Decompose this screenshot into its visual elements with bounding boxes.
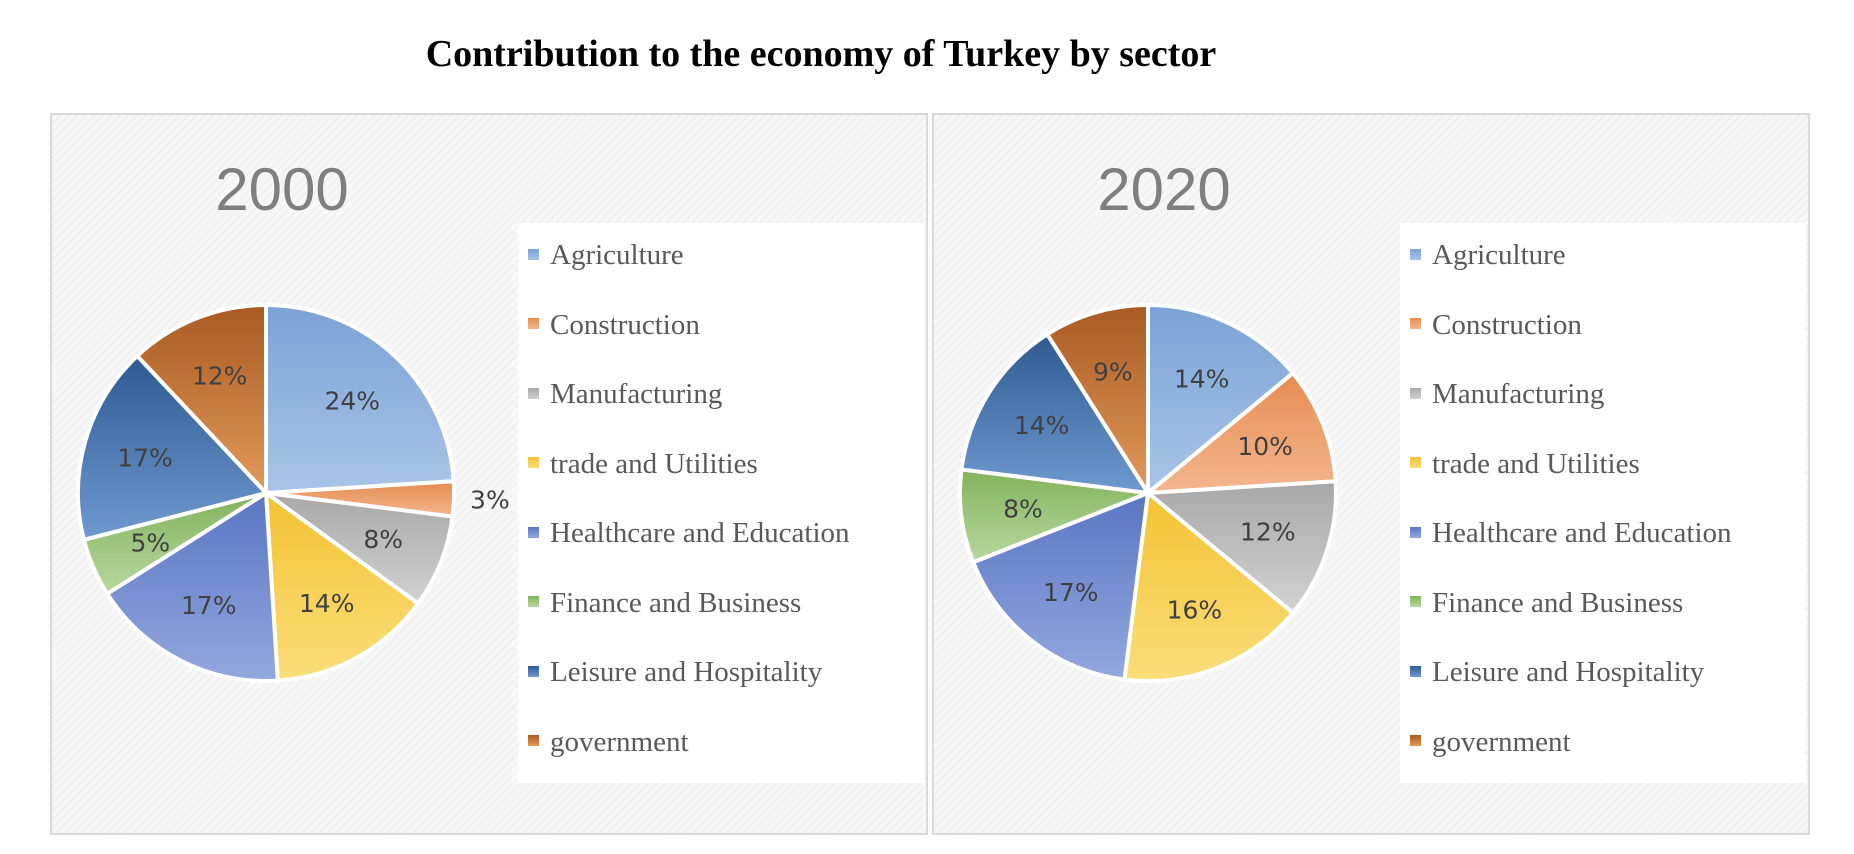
pie-slice-manufacturing [1146,479,1338,615]
legend-label: Finance and Business [550,586,802,619]
legend-swatch [1410,387,1421,399]
legend-item-leisure-and-hospitality: Leisure and Hospitality [518,652,822,692]
page-title: Contribution to the economy of Turkey by… [425,33,1217,75]
data-label-government: 12% [192,361,248,390]
pie-slice-trade-and-utilities [1122,491,1295,683]
data-label-trade-and-utilities: 16% [1167,596,1223,625]
data-label-agriculture: 14% [1174,364,1230,393]
legend-swatch [1410,457,1421,469]
legend-item-finance-and-business: Finance and Business [1400,583,1683,623]
legend-swatch [1410,596,1421,608]
legend-label: Leisure and Hospitality [1432,656,1705,688]
legend-label: Agriculture [1432,239,1566,271]
legend-item-manufacturing: Manufacturing [518,374,722,414]
legend-item-leisure-and-hospitality: Leisure and Hospitality [1400,652,1704,692]
legend-item-agriculture: Agriculture [518,235,684,275]
legend-swatch [528,318,539,330]
data-label-trade-and-utilities: 14% [299,589,355,618]
legend-label: government [1432,725,1571,758]
data-label-finance-and-business: 8% [1003,494,1043,523]
legend-label: trade and Utilities [550,447,758,480]
legend-label: Manufacturing [1432,378,1605,410]
pie-slice-healthcare-and-education [105,491,280,683]
data-label-leisure-and-hospitality: 17% [117,443,173,472]
data-label-leisure-and-hospitality: 14% [1014,411,1070,440]
pie-slice-agriculture [1146,303,1295,495]
legend-label: Healthcare and Education [1432,517,1732,549]
legend-label: Manufacturing [550,378,723,410]
data-label-finance-and-business: 5% [131,529,171,558]
legend-swatch [528,735,539,747]
chart-legend: Agriculture Construction Manufacturing trad… [1400,223,1806,783]
data-label-healthcare-and-education: 17% [181,591,237,620]
legend-swatch [528,526,539,538]
chart-2020: 14% 10% 12% 16% 17% 8% 14% 9% 2020 Agriculture C… [932,113,1810,835]
legend-item-agriculture: Agriculture [1400,235,1566,275]
legend-swatch [1410,248,1421,260]
chart-title: 2000 [215,156,349,223]
pie-slice-agriculture [264,303,456,495]
data-label-construction: 10% [1237,432,1293,461]
legend-item-government: government [518,722,689,762]
legend-item-trade-and-utilities: trade and Utilities [1400,444,1640,484]
legend-item-trade-and-utilities: trade and Utilities [518,444,758,484]
legend-swatch [1410,526,1421,538]
data-label-agriculture: 24% [324,387,380,416]
legend-label: trade and Utilities [1432,447,1640,480]
pie-slice-leisure-and-hospitality [76,353,268,542]
legend-swatch [528,665,539,677]
data-label-construction: 3% [470,486,510,515]
pie-chart-2000: 24% 3% 8% 14% 17% 5% 17% 12% [76,303,510,683]
data-label-manufacturing: 8% [363,525,403,554]
legend-item-manufacturing: Manufacturing [1400,374,1604,414]
pie-slice-trade-and-utilities [264,491,421,683]
pie-slice-healthcare-and-education [971,491,1150,682]
legend-label: Construction [550,308,700,341]
data-label-healthcare-and-education: 17% [1043,578,1099,607]
data-label-manufacturing: 12% [1240,517,1296,546]
legend-item-government: government [1400,722,1571,762]
data-label-government: 9% [1093,358,1133,387]
legend-label: Leisure and Hospitality [550,656,823,688]
legend-label: Healthcare and Education [550,517,850,549]
legend-swatch [1410,735,1421,747]
legend-swatch [1410,318,1421,330]
legend-swatch [528,596,539,608]
legend-item-healthcare-and-education: Healthcare and Education [1400,513,1732,553]
legend-swatch [528,387,539,399]
legend-item-finance-and-business: Finance and Business [518,583,801,623]
legend-label: Finance and Business [1432,586,1684,619]
chart-title: 2020 [1097,156,1231,223]
pie-chart-2020: 14% 10% 12% 16% 17% 8% 14% 9% [958,303,1338,683]
pie-slice-government [135,303,268,495]
legend-swatch [1410,665,1421,677]
pie-slice-construction [1146,371,1338,495]
legend-swatch [528,248,539,260]
legend-item-healthcare-and-education: Healthcare and Education [518,513,850,553]
legend-label: Construction [1432,308,1582,341]
pie-slice-government [1045,303,1150,495]
chart-legend: Agriculture Construction Manufacturing trad… [518,223,924,783]
legend-swatch [528,457,539,469]
chart-2000: 24% 3% 8% 14% 17% 5% 17% 12% 2000 Agriculture Co… [50,113,928,835]
legend-label: government [550,725,689,758]
legend-item-construction: Construction [1400,305,1582,345]
pie-slice-leisure-and-hospitality [959,332,1150,495]
legend-item-construction: Construction [518,305,700,345]
legend-label: Agriculture [550,239,684,271]
